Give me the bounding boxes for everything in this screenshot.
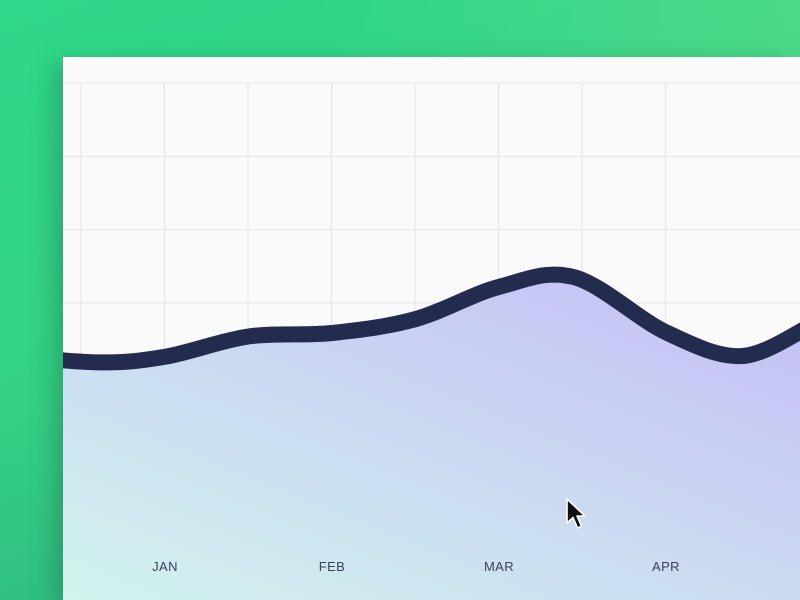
arrow-cursor-icon <box>566 498 586 529</box>
chart-card: JAN FEB MAR APR <box>63 57 800 600</box>
tick-label-mar: MAR <box>484 559 514 574</box>
tick-label-jan: JAN <box>152 559 178 574</box>
area-chart: JAN FEB MAR APR <box>63 82 800 600</box>
x-axis-tick-labels: JAN FEB MAR APR <box>152 559 680 574</box>
series-line <box>63 266 800 371</box>
area-fill <box>63 274 800 600</box>
tick-label-apr: APR <box>652 559 680 574</box>
tick-label-feb: FEB <box>319 559 345 574</box>
